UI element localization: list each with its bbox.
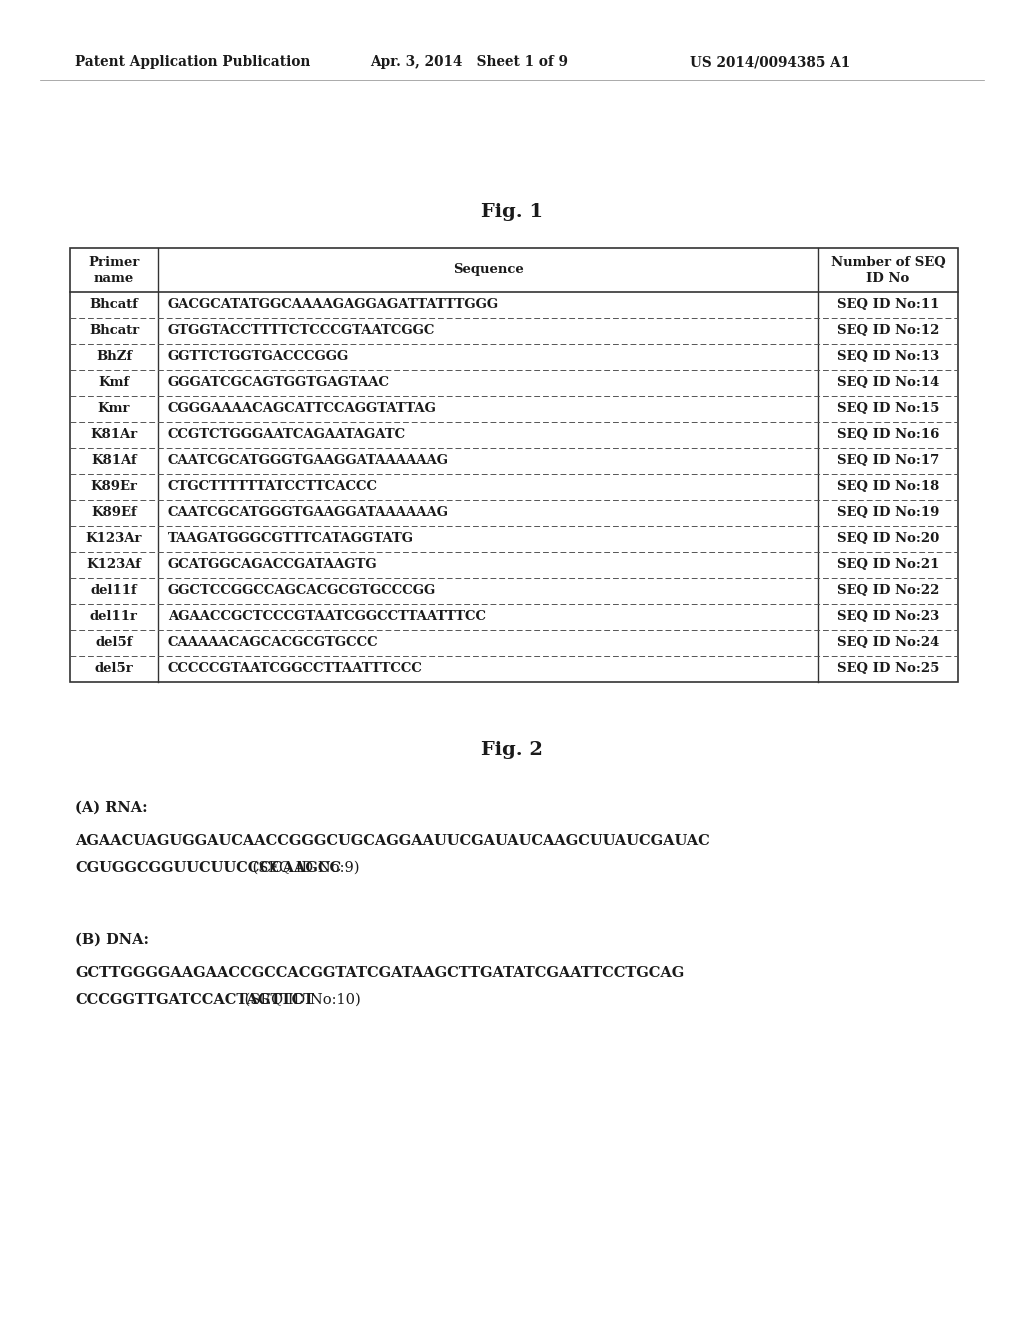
Text: SEQ ID No:21: SEQ ID No:21 [837, 558, 939, 572]
Text: GACGCATATGGCAAAAGAGGAGATTATTTGGG: GACGCATATGGCAAAAGAGGAGATTATTTGGG [168, 298, 499, 312]
Text: K123Ar: K123Ar [86, 532, 142, 545]
Text: SEQ ID No:18: SEQ ID No:18 [837, 480, 939, 494]
Text: SEQ ID No:22: SEQ ID No:22 [837, 585, 939, 598]
Text: Kmf: Kmf [98, 376, 130, 389]
Text: Primer
name: Primer name [88, 256, 139, 285]
Text: Fig. 2: Fig. 2 [481, 741, 543, 759]
Text: del11r: del11r [90, 610, 138, 623]
Bar [70, 248, 958, 682]
Text: TAAGATGGGCGTTTCATAGGTATG: TAAGATGGGCGTTTCATAGGTATG [168, 532, 414, 545]
Text: GCATGGCAGACCGATAAGTG: GCATGGCAGACCGATAAGTG [168, 558, 378, 572]
Text: AGAACUAGUGGAUCAACCGGGCUGCAGGAAUUCGAUAUCAAGCUUAUCGAUAC: AGAACUAGUGGAUCAACCGGGCUGCAGGAAUUCGAUAUCA… [75, 834, 710, 847]
Text: CAAAAACAGCACGCGTGCCC: CAAAAACAGCACGCGTGCCC [168, 636, 379, 649]
Text: SEQ ID No:23: SEQ ID No:23 [837, 610, 939, 623]
Text: Bhcatr: Bhcatr [89, 325, 139, 338]
Text: del5r: del5r [94, 663, 133, 676]
Text: SEQ ID No:15: SEQ ID No:15 [837, 403, 939, 416]
Text: CTGCTTTTTTATCCTTCACCC: CTGCTTTTTTATCCTTCACCC [168, 480, 378, 494]
Text: Bhcatf: Bhcatf [89, 298, 138, 312]
Text: CCCGGTTGATCCACTAGTTCT: CCCGGTTGATCCACTAGTTCT [75, 993, 314, 1007]
Text: K81Ar: K81Ar [90, 429, 137, 441]
Text: CAATCGCATGGGTGAAGGATAAAAAAG: CAATCGCATGGGTGAAGGATAAAAAAG [168, 507, 449, 520]
Text: SEQ ID No:20: SEQ ID No:20 [837, 532, 939, 545]
Text: AGAACCGCTCCCGTAATCGGCCTTAATTTCC: AGAACCGCTCCCGTAATCGGCCTTAATTTCC [168, 610, 486, 623]
Text: Patent Application Publication: Patent Application Publication [75, 55, 310, 69]
Text: SEQ ID No:17: SEQ ID No:17 [837, 454, 939, 467]
Text: GGTTCTGGTGACCCGGG: GGTTCTGGTGACCCGGG [168, 351, 349, 363]
Text: CAATCGCATGGGTGAAGGATAAAAAAG: CAATCGCATGGGTGAAGGATAAAAAAG [168, 454, 449, 467]
Text: GCTTGGGGAAGAACCGCCACGGTATCGATAAGCTTGATATCGAATTCCTGCAG: GCTTGGGGAAGAACCGCCACGGTATCGATAAGCTTGATAT… [75, 966, 684, 979]
Text: SEQ ID No:13: SEQ ID No:13 [837, 351, 939, 363]
Text: SEQ ID No:16: SEQ ID No:16 [837, 429, 939, 441]
Text: CGUGGCGGUUCUUCCCCAAGCC: CGUGGCGGUUCUUCCCCAAGCC [75, 861, 341, 875]
Text: (A) RNA:: (A) RNA: [75, 801, 147, 814]
Text: SEQ ID No:12: SEQ ID No:12 [837, 325, 939, 338]
Text: GGCTCCGGCCAGCACGCGTGCCCGG: GGCTCCGGCCAGCACGCGTGCCCGG [168, 585, 436, 598]
Text: K81Af: K81Af [91, 454, 137, 467]
Text: SEQ ID No:19: SEQ ID No:19 [837, 507, 939, 520]
Text: US 2014/0094385 A1: US 2014/0094385 A1 [690, 55, 850, 69]
Text: Sequence: Sequence [453, 264, 523, 276]
Text: GTGGTACCTTTTCTCCCGTAATCGGC: GTGGTACCTTTTCTCCCGTAATCGGC [168, 325, 435, 338]
Text: Number of SEQ
ID No: Number of SEQ ID No [830, 256, 945, 285]
Text: del5f: del5f [95, 636, 133, 649]
Text: CCCCCGTAATCGGCCTTAATTTCCC: CCCCCGTAATCGGCCTTAATTTCCC [168, 663, 423, 676]
Text: Apr. 3, 2014   Sheet 1 of 9: Apr. 3, 2014 Sheet 1 of 9 [370, 55, 568, 69]
Text: Fig. 1: Fig. 1 [481, 203, 543, 220]
Text: del11f: del11f [91, 585, 137, 598]
Text: CGGGAAAACAGCATTCCAGGTATTAG: CGGGAAAACAGCATTCCAGGTATTAG [168, 403, 437, 416]
Text: SEQ ID No:11: SEQ ID No:11 [837, 298, 939, 312]
Text: SEQ ID No:14: SEQ ID No:14 [837, 376, 939, 389]
Text: K123Af: K123Af [87, 558, 141, 572]
Text: SEQ ID No:24: SEQ ID No:24 [837, 636, 939, 649]
Text: (SEQ ID No:9): (SEQ ID No:9) [248, 861, 359, 875]
Text: CCGTCTGGGAATCAGAATAGATC: CCGTCTGGGAATCAGAATAGATC [168, 429, 407, 441]
Text: SEQ ID No:25: SEQ ID No:25 [837, 663, 939, 676]
Text: K89Ef: K89Ef [91, 507, 137, 520]
Text: BhZf: BhZf [96, 351, 132, 363]
Text: K89Er: K89Er [90, 480, 137, 494]
Text: (SEQ ID No:10): (SEQ ID No:10) [240, 993, 360, 1007]
Text: (B) DNA:: (B) DNA: [75, 933, 150, 946]
Text: GGGATCGCAGTGGTGAGTAAC: GGGATCGCAGTGGTGAGTAAC [168, 376, 390, 389]
Text: Kmr: Kmr [97, 403, 130, 416]
